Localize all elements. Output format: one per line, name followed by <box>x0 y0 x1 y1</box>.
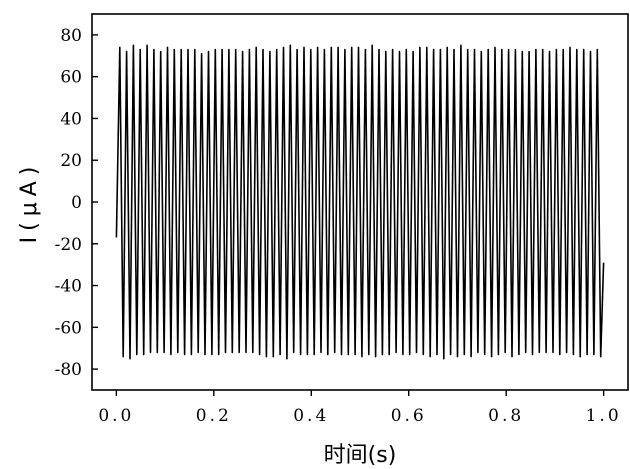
y-axis-label: I(μA) <box>17 161 42 244</box>
y-tick-label: 80 <box>60 26 82 46</box>
y-tick-label: -20 <box>55 235 82 255</box>
x-axis-label: 时间(s) <box>324 443 397 468</box>
y-tick-label: 60 <box>60 68 82 88</box>
plot-frame <box>91 13 629 391</box>
x-tick-label: 0.6 <box>391 406 427 426</box>
x-axis-ticks: 0.0 0.2 0.4 0.6 0.8 1.0 <box>98 390 622 426</box>
x-tick-label: 1.0 <box>586 406 622 426</box>
x-tick-label: 0.2 <box>196 406 232 426</box>
y-tick-label: -40 <box>55 277 82 297</box>
x-tick-label: 0.0 <box>98 406 134 426</box>
x-tick-label: 0.8 <box>488 406 524 426</box>
y-axis-ticks: 80 60 40 20 0 -20 -40 -60 -80 <box>55 26 98 380</box>
y-tick-label: -60 <box>55 318 82 338</box>
y-tick-label: -80 <box>55 360 82 380</box>
y-tick-label: 40 <box>60 109 82 129</box>
y-tick-label: 0 <box>71 193 82 213</box>
current-signal-line <box>115 44 605 360</box>
x-tick-label: 0.4 <box>293 406 329 426</box>
y-tick-label: 20 <box>60 151 82 171</box>
